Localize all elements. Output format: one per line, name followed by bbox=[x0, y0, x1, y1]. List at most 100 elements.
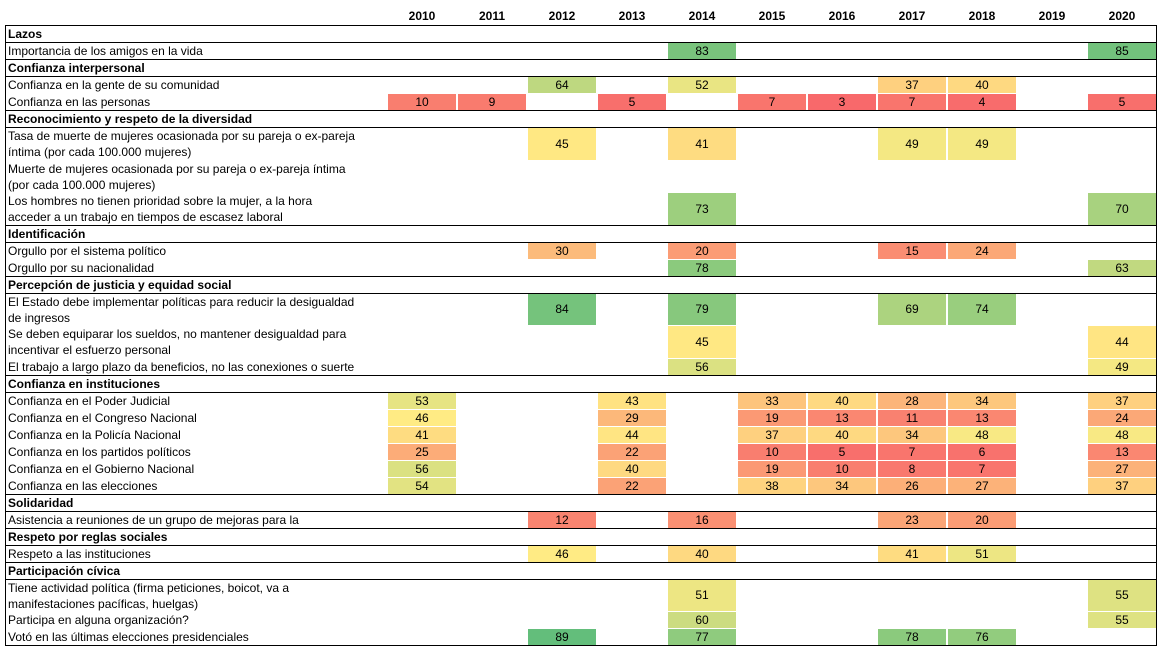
value-cell: 44 bbox=[1088, 326, 1156, 358]
value-cell: 49 bbox=[948, 128, 1016, 160]
row-label: Asistencia a reuniones de un grupo de me… bbox=[8, 512, 299, 527]
value-cell: 12 bbox=[528, 511, 596, 528]
value-cell: 16 bbox=[668, 511, 736, 528]
value-cell: 33 bbox=[738, 392, 806, 409]
value-cell: 77 bbox=[668, 629, 736, 645]
value-cell: 69 bbox=[878, 293, 946, 325]
value-cell: 37 bbox=[738, 426, 806, 443]
value-cell: 7 bbox=[948, 460, 1016, 477]
year-header: 2012 bbox=[548, 9, 576, 23]
value-cell: 41 bbox=[388, 426, 456, 443]
value-cell: 7 bbox=[878, 94, 946, 110]
value-cell: 60 bbox=[668, 612, 736, 628]
value-cell: 74 bbox=[948, 293, 1016, 325]
value-cell: 15 bbox=[878, 242, 946, 259]
row-label: Se deben equiparar los sueldos, no mante… bbox=[8, 327, 347, 357]
value-cell: 34 bbox=[948, 392, 1016, 409]
section-title: Percepción de justicia y equidad social bbox=[5, 275, 1157, 294]
value-cell: 34 bbox=[878, 426, 946, 443]
value-cell: 24 bbox=[1088, 409, 1156, 426]
value-cell: 26 bbox=[878, 477, 946, 494]
value-cell: 37 bbox=[1088, 477, 1156, 494]
value-cell: 56 bbox=[388, 460, 456, 477]
value-cell: 76 bbox=[948, 629, 1016, 645]
value-cell: 49 bbox=[1088, 358, 1156, 375]
value-cell: 73 bbox=[668, 193, 736, 225]
value-cell: 63 bbox=[1088, 259, 1156, 276]
row-label: Confianza en los partidos políticos bbox=[8, 444, 191, 459]
value-cell: 20 bbox=[668, 242, 736, 259]
year-header: 2020 bbox=[1108, 9, 1136, 23]
year-header: 2014 bbox=[688, 9, 716, 23]
row-label: El Estado debe implementar políticas par… bbox=[8, 294, 355, 325]
value-cell: 5 bbox=[1088, 94, 1156, 110]
row-label: Importancia de los amigos en la vida bbox=[8, 44, 203, 58]
year-header: 2011 bbox=[478, 9, 506, 23]
value-cell: 5 bbox=[598, 94, 666, 110]
value-cell: 13 bbox=[808, 409, 876, 426]
value-cell: 7 bbox=[878, 443, 946, 460]
year-header: 2019 bbox=[1038, 9, 1066, 23]
value-cell: 48 bbox=[948, 426, 1016, 443]
value-cell: 13 bbox=[948, 409, 1016, 426]
value-cell: 27 bbox=[948, 477, 1016, 494]
value-cell: 19 bbox=[738, 460, 806, 477]
value-cell: 44 bbox=[598, 426, 666, 443]
row-label: Muerte de mujeres ocasionada por su pare… bbox=[8, 161, 346, 192]
value-cell: 45 bbox=[668, 326, 736, 358]
value-cell: 13 bbox=[1088, 443, 1156, 460]
row-label: Orgullo por el sistema político bbox=[8, 243, 167, 258]
value-cell: 9 bbox=[458, 94, 526, 110]
section-title: Participación cívica bbox=[5, 561, 1157, 580]
value-cell: 28 bbox=[878, 392, 946, 409]
value-cell: 37 bbox=[878, 77, 946, 93]
value-cell: 51 bbox=[668, 579, 736, 611]
value-cell: 27 bbox=[1088, 460, 1156, 477]
value-cell: 40 bbox=[808, 426, 876, 443]
value-cell: 79 bbox=[668, 293, 736, 325]
value-cell: 41 bbox=[668, 128, 736, 160]
value-cell: 41 bbox=[878, 545, 946, 562]
value-cell: 46 bbox=[528, 545, 596, 562]
row-label: Confianza en la gente de su comunidad bbox=[8, 78, 220, 92]
value-cell: 51 bbox=[948, 545, 1016, 562]
value-cell: 3 bbox=[808, 94, 876, 110]
row-label: El trabajo a largo plazo da beneficios, … bbox=[8, 359, 355, 374]
row-label: Confianza en las personas bbox=[8, 95, 151, 109]
value-cell: 34 bbox=[808, 477, 876, 494]
row-label: Tiene actividad política (firma peticion… bbox=[8, 580, 290, 611]
section-title: Respeto por reglas sociales bbox=[5, 527, 1157, 546]
value-cell: 8 bbox=[878, 460, 946, 477]
row-label: Tasa de muerte de mujeres ocasionada por… bbox=[8, 129, 355, 159]
value-cell: 25 bbox=[388, 443, 456, 460]
value-cell: 40 bbox=[948, 77, 1016, 93]
value-cell: 5 bbox=[808, 443, 876, 460]
value-cell: 10 bbox=[738, 443, 806, 460]
year-header: 2017 bbox=[898, 9, 926, 23]
year-header: 2015 bbox=[758, 9, 786, 23]
section-title: Lazos bbox=[5, 25, 1157, 43]
year-header: 2018 bbox=[968, 9, 996, 23]
value-cell: 52 bbox=[668, 77, 736, 93]
year-header: 2013 bbox=[618, 9, 646, 23]
value-cell: 56 bbox=[668, 358, 736, 375]
value-cell: 10 bbox=[808, 460, 876, 477]
value-cell: 40 bbox=[598, 460, 666, 477]
row-label: Confianza en el Poder Judicial bbox=[8, 393, 171, 408]
value-cell: 48 bbox=[1088, 426, 1156, 443]
value-cell: 45 bbox=[528, 128, 596, 160]
value-cell: 40 bbox=[808, 392, 876, 409]
year-header: 2010 bbox=[408, 9, 436, 23]
row-label: Confianza en la Policía Nacional bbox=[8, 427, 181, 442]
value-cell: 24 bbox=[948, 242, 1016, 259]
value-cell: 11 bbox=[878, 409, 946, 426]
section-title: Identificación bbox=[5, 224, 1157, 243]
section-title: Confianza interpersonal bbox=[5, 59, 1157, 77]
value-cell: 37 bbox=[1088, 392, 1156, 409]
value-cell: 55 bbox=[1088, 612, 1156, 628]
row-label: Confianza en el Congreso Nacional bbox=[8, 410, 197, 425]
value-cell: 10 bbox=[388, 94, 456, 110]
value-cell: 78 bbox=[878, 629, 946, 645]
value-cell: 49 bbox=[878, 128, 946, 160]
row-label: Confianza en el Gobierno Nacional bbox=[8, 461, 195, 476]
